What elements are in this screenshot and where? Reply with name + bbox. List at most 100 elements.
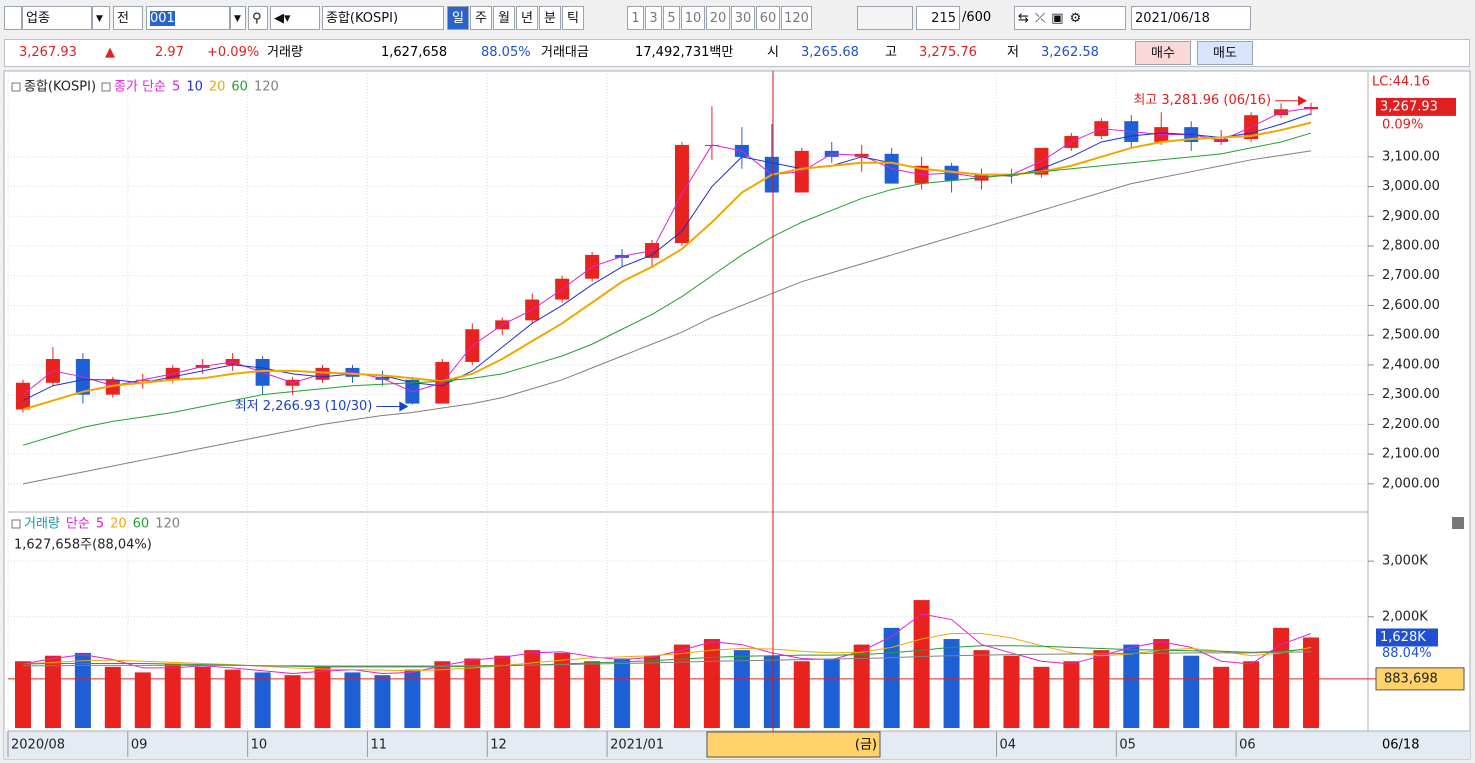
- annotation: 최저 2,266.93 (10/30): [235, 399, 373, 414]
- volume-bar: [1093, 650, 1110, 728]
- volume-bar: [74, 652, 91, 728]
- volume-bar: [1183, 655, 1200, 728]
- cursor-date: 06/18: [1382, 738, 1419, 753]
- sound-button[interactable]: ◀▾: [270, 6, 320, 30]
- buy-button[interactable]: 매수: [1135, 41, 1191, 65]
- volume-bar: [973, 650, 990, 728]
- volume-bar: [793, 661, 810, 728]
- marks: [14, 102, 1320, 728]
- volume-bar: [853, 644, 870, 728]
- y-tick-label: 2,600.00: [1382, 298, 1440, 313]
- tab[interactable]: 주: [470, 6, 492, 30]
- change: 2.97: [155, 45, 184, 60]
- lc-label: LC:44.16: [1372, 75, 1430, 90]
- last-price-tag: [1376, 97, 1456, 116]
- volume-bar: [164, 664, 181, 728]
- tab[interactable]: 30: [731, 6, 755, 30]
- name-field: 종합(KOSPI): [322, 6, 444, 30]
- volume-ratio: 88.04%: [1382, 646, 1432, 661]
- tab[interactable]: 3: [645, 6, 662, 30]
- volume: 1,627,658: [381, 45, 448, 60]
- count-input[interactable]: 215: [916, 6, 960, 30]
- dropdown[interactable]: ▼: [230, 6, 246, 30]
- amount-label: 거래대금: [541, 45, 589, 60]
- ma-line: [22, 150, 1312, 485]
- last-volume: 1,628K: [1380, 630, 1426, 645]
- ma-line: [22, 107, 1312, 396]
- ma-line: [22, 121, 1312, 411]
- volume-bar: [883, 627, 900, 728]
- x-tick-label: 04: [1000, 738, 1017, 753]
- tab[interactable]: 일: [447, 6, 469, 30]
- y-tick-label: 2,200.00: [1382, 417, 1440, 432]
- arrow-head: [399, 401, 409, 412]
- volume-bar: [1063, 661, 1080, 728]
- volume-bar: [344, 672, 361, 728]
- volume-ratio: 88.05%: [481, 45, 531, 60]
- volume-bar: [644, 655, 661, 728]
- volume-bar: [14, 661, 31, 728]
- dropdown[interactable]: ▼: [92, 6, 110, 30]
- tab[interactable]: 년: [516, 6, 538, 30]
- legend-label: 종가 단순: [114, 80, 166, 95]
- volume-bar: [614, 658, 631, 728]
- blank-select[interactable]: [857, 6, 913, 30]
- legend-entry: 5: [96, 517, 104, 532]
- volume-bar: [44, 655, 61, 728]
- tab[interactable]: 120: [781, 6, 812, 30]
- legend-icon: [11, 82, 21, 92]
- volume-bar: [763, 655, 780, 728]
- legend-name: 종합(KOSPI): [24, 80, 96, 95]
- legend-entry: 20: [110, 517, 127, 532]
- x-tick-label: 2021/01: [610, 738, 664, 753]
- volume-bar: [1213, 666, 1230, 728]
- volume-bar: [464, 658, 481, 728]
- volume-bar: [1153, 639, 1170, 728]
- candle-body: [15, 382, 30, 410]
- legend-label: 단순: [66, 517, 90, 532]
- tab[interactable]: 20: [706, 6, 730, 30]
- tab[interactable]: 틱: [562, 6, 584, 30]
- legend-entry: 5: [172, 80, 180, 95]
- volume-bar: [1033, 666, 1050, 728]
- x-tick-label: 05: [1119, 738, 1136, 753]
- last-price: 3,267.93: [1380, 99, 1438, 114]
- volume-bar: [524, 650, 541, 728]
- code-input[interactable]: 001: [146, 6, 230, 30]
- amount: 17,492,731백만: [635, 45, 734, 60]
- tab[interactable]: 60: [756, 6, 780, 30]
- volume-bar: [314, 666, 331, 728]
- x-tick-label: 10: [251, 738, 268, 753]
- date-tooltip-text: (금): [855, 738, 877, 753]
- open: 3,265.68: [801, 45, 859, 60]
- tab[interactable]: 분: [539, 6, 561, 30]
- tab[interactable]: 10: [681, 6, 705, 30]
- volume-bar: [823, 658, 840, 728]
- volume-bar: [284, 675, 301, 728]
- volume-bar: [1243, 661, 1260, 728]
- high-label: 고: [885, 45, 897, 60]
- ma-line: [22, 113, 1312, 402]
- tab[interactable]: 월: [493, 6, 515, 30]
- sell-button[interactable]: 매도: [1197, 41, 1253, 65]
- date-input[interactable]: 2021/06/18: [1131, 6, 1251, 30]
- market-select[interactable]: 업종: [22, 6, 92, 30]
- price: 3,267.93: [19, 45, 77, 60]
- volume-bar: [134, 672, 151, 728]
- volume-label: 거래량: [267, 45, 303, 60]
- close-icon[interactable]: [1452, 517, 1464, 529]
- tab[interactable]: 5: [663, 6, 680, 30]
- legend-entry: 20: [209, 80, 226, 95]
- volume-bar: [943, 639, 960, 728]
- y-tick-label: 2,100.00: [1382, 447, 1440, 462]
- y-tick-label: 3,000K: [1382, 554, 1428, 569]
- volume-bar: [194, 666, 211, 728]
- search-button[interactable]: ⚲: [248, 6, 268, 30]
- tab[interactable]: 1: [627, 6, 644, 30]
- scope-button[interactable]: 전: [113, 6, 143, 30]
- menu-icon[interactable]: [4, 6, 22, 30]
- date-tooltip: [706, 731, 881, 758]
- legend-entry: 60: [133, 517, 150, 532]
- arrow: ▲: [105, 45, 115, 60]
- tool-icons[interactable]: ⇆⤫▣⚙: [1014, 6, 1126, 30]
